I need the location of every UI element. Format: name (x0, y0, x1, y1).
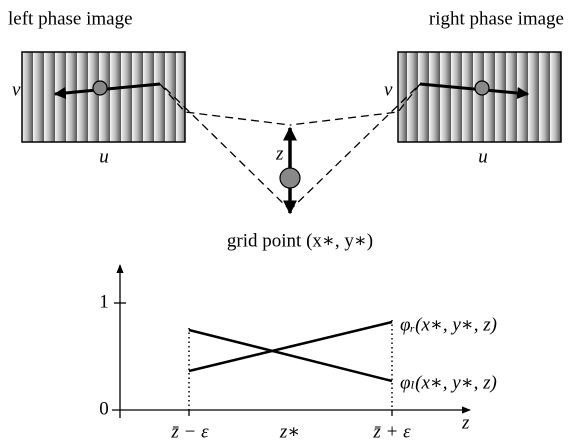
left-point (93, 81, 107, 95)
right-point (475, 81, 489, 95)
x-tick-label: z̄ − ε (170, 421, 209, 442)
y-tick-label: 0 (99, 398, 109, 419)
right-phase-image (398, 52, 561, 142)
phi-r-curve (189, 322, 392, 371)
right-u-label: u (478, 146, 488, 167)
left-u-label: u (99, 146, 109, 167)
curve-label: φₗ(x∗, y∗, z) (400, 372, 497, 393)
x-tick-label: z̄ + ε (372, 421, 411, 442)
z-label: z (275, 143, 284, 164)
right-title: right phase image (429, 8, 564, 29)
left-title: left phase image (8, 8, 133, 29)
right-v-label: v (384, 79, 393, 100)
left-v-label: v (12, 79, 21, 100)
phi-l-curve (189, 330, 392, 381)
curve-label: φᵣ(x∗, y∗, z) (400, 314, 497, 335)
ray (290, 88, 416, 210)
grid-point-marker (280, 168, 300, 188)
grid-point-label: grid point (x∗, y∗) (227, 230, 373, 251)
y-tick-label: 1 (99, 291, 109, 312)
ray (165, 88, 290, 210)
x-tick-label: z∗ (279, 421, 300, 442)
x-axis-label: z (461, 412, 470, 433)
diagram: left phase image right phase image v u v… (0, 0, 571, 446)
left-phase-image (22, 52, 185, 142)
